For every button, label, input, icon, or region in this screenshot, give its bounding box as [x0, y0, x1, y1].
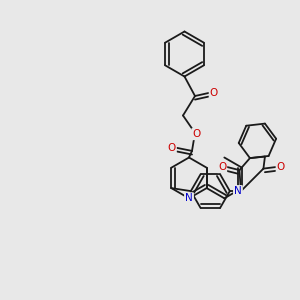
- Text: N: N: [185, 193, 193, 203]
- Text: O: O: [210, 88, 218, 98]
- Text: O: O: [192, 129, 201, 139]
- Text: O: O: [277, 162, 285, 172]
- Text: N: N: [234, 186, 242, 196]
- Text: O: O: [167, 143, 176, 153]
- Text: O: O: [218, 162, 226, 172]
